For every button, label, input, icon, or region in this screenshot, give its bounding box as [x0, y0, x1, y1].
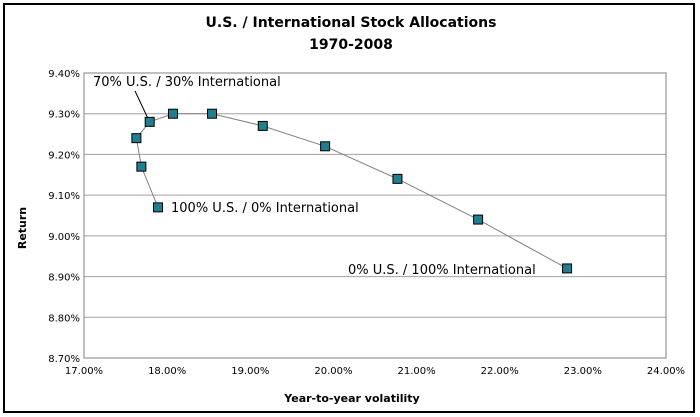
y-tick-label: 9.10%	[48, 191, 80, 202]
data-point	[392, 173, 403, 184]
series-line	[135, 113, 568, 269]
data-point	[320, 141, 331, 152]
data-point	[562, 263, 573, 274]
data-point	[167, 108, 178, 119]
annotation-100-0: 100% U.S. / 0% International	[171, 201, 359, 216]
plot-area	[83, 72, 667, 359]
y-tick-label: 8.90%	[48, 273, 80, 284]
data-point	[136, 161, 147, 172]
annotation-0-100: 0% U.S. / 100% International	[348, 263, 536, 278]
x-tick-labels: 17.00% 18.00% 19.00% 20.00% 21.00% 22.00% 23.0…	[65, 366, 685, 377]
data-point	[131, 133, 142, 144]
y-axis-title: Return	[16, 207, 29, 249]
x-tick-label: 21.00%	[398, 366, 436, 377]
data-point	[152, 202, 163, 213]
data-point	[473, 214, 484, 225]
x-tick-label: 19.00%	[231, 366, 269, 377]
series-markers	[131, 108, 573, 274]
chart-frame: U.S. / International Stock Allocations 1…	[3, 3, 695, 413]
x-tick-label: 23.00%	[564, 366, 602, 377]
y-tick-label: 9.40%	[48, 69, 80, 80]
x-axis-title: Year-to-year volatility	[283, 392, 419, 405]
data-point	[257, 120, 268, 131]
x-tick-label: 18.00%	[148, 366, 186, 377]
chart-title: U.S. / International Stock Allocations	[206, 15, 497, 31]
annotation-leader-line	[134, 90, 149, 119]
x-tick-label: 24.00%	[647, 366, 685, 377]
chart-subtitle: 1970-2008	[309, 37, 393, 53]
y-tick-label: 8.70%	[48, 354, 80, 365]
x-tick-label: 20.00%	[314, 366, 352, 377]
y-tick-label: 9.30%	[48, 110, 80, 121]
y-tick-label: 8.80%	[48, 313, 80, 324]
data-point	[144, 116, 155, 127]
series-line-group	[135, 113, 568, 269]
data-point	[207, 108, 218, 119]
y-tick-label: 9.00%	[48, 232, 80, 243]
y-tick-label: 9.20%	[48, 150, 80, 161]
x-tick-label: 22.00%	[481, 366, 519, 377]
annotation-70-30: 70% U.S. / 30% International	[93, 75, 281, 90]
chart-svg: U.S. / International Stock Allocations 1…	[16, 15, 685, 405]
x-tick-label: 17.00%	[65, 366, 103, 377]
gridlines	[84, 113, 666, 318]
y-tick-labels: 9.40% 9.30% 9.20% 9.10% 9.00% 8.90% 8.80% 8.70%	[48, 69, 80, 365]
